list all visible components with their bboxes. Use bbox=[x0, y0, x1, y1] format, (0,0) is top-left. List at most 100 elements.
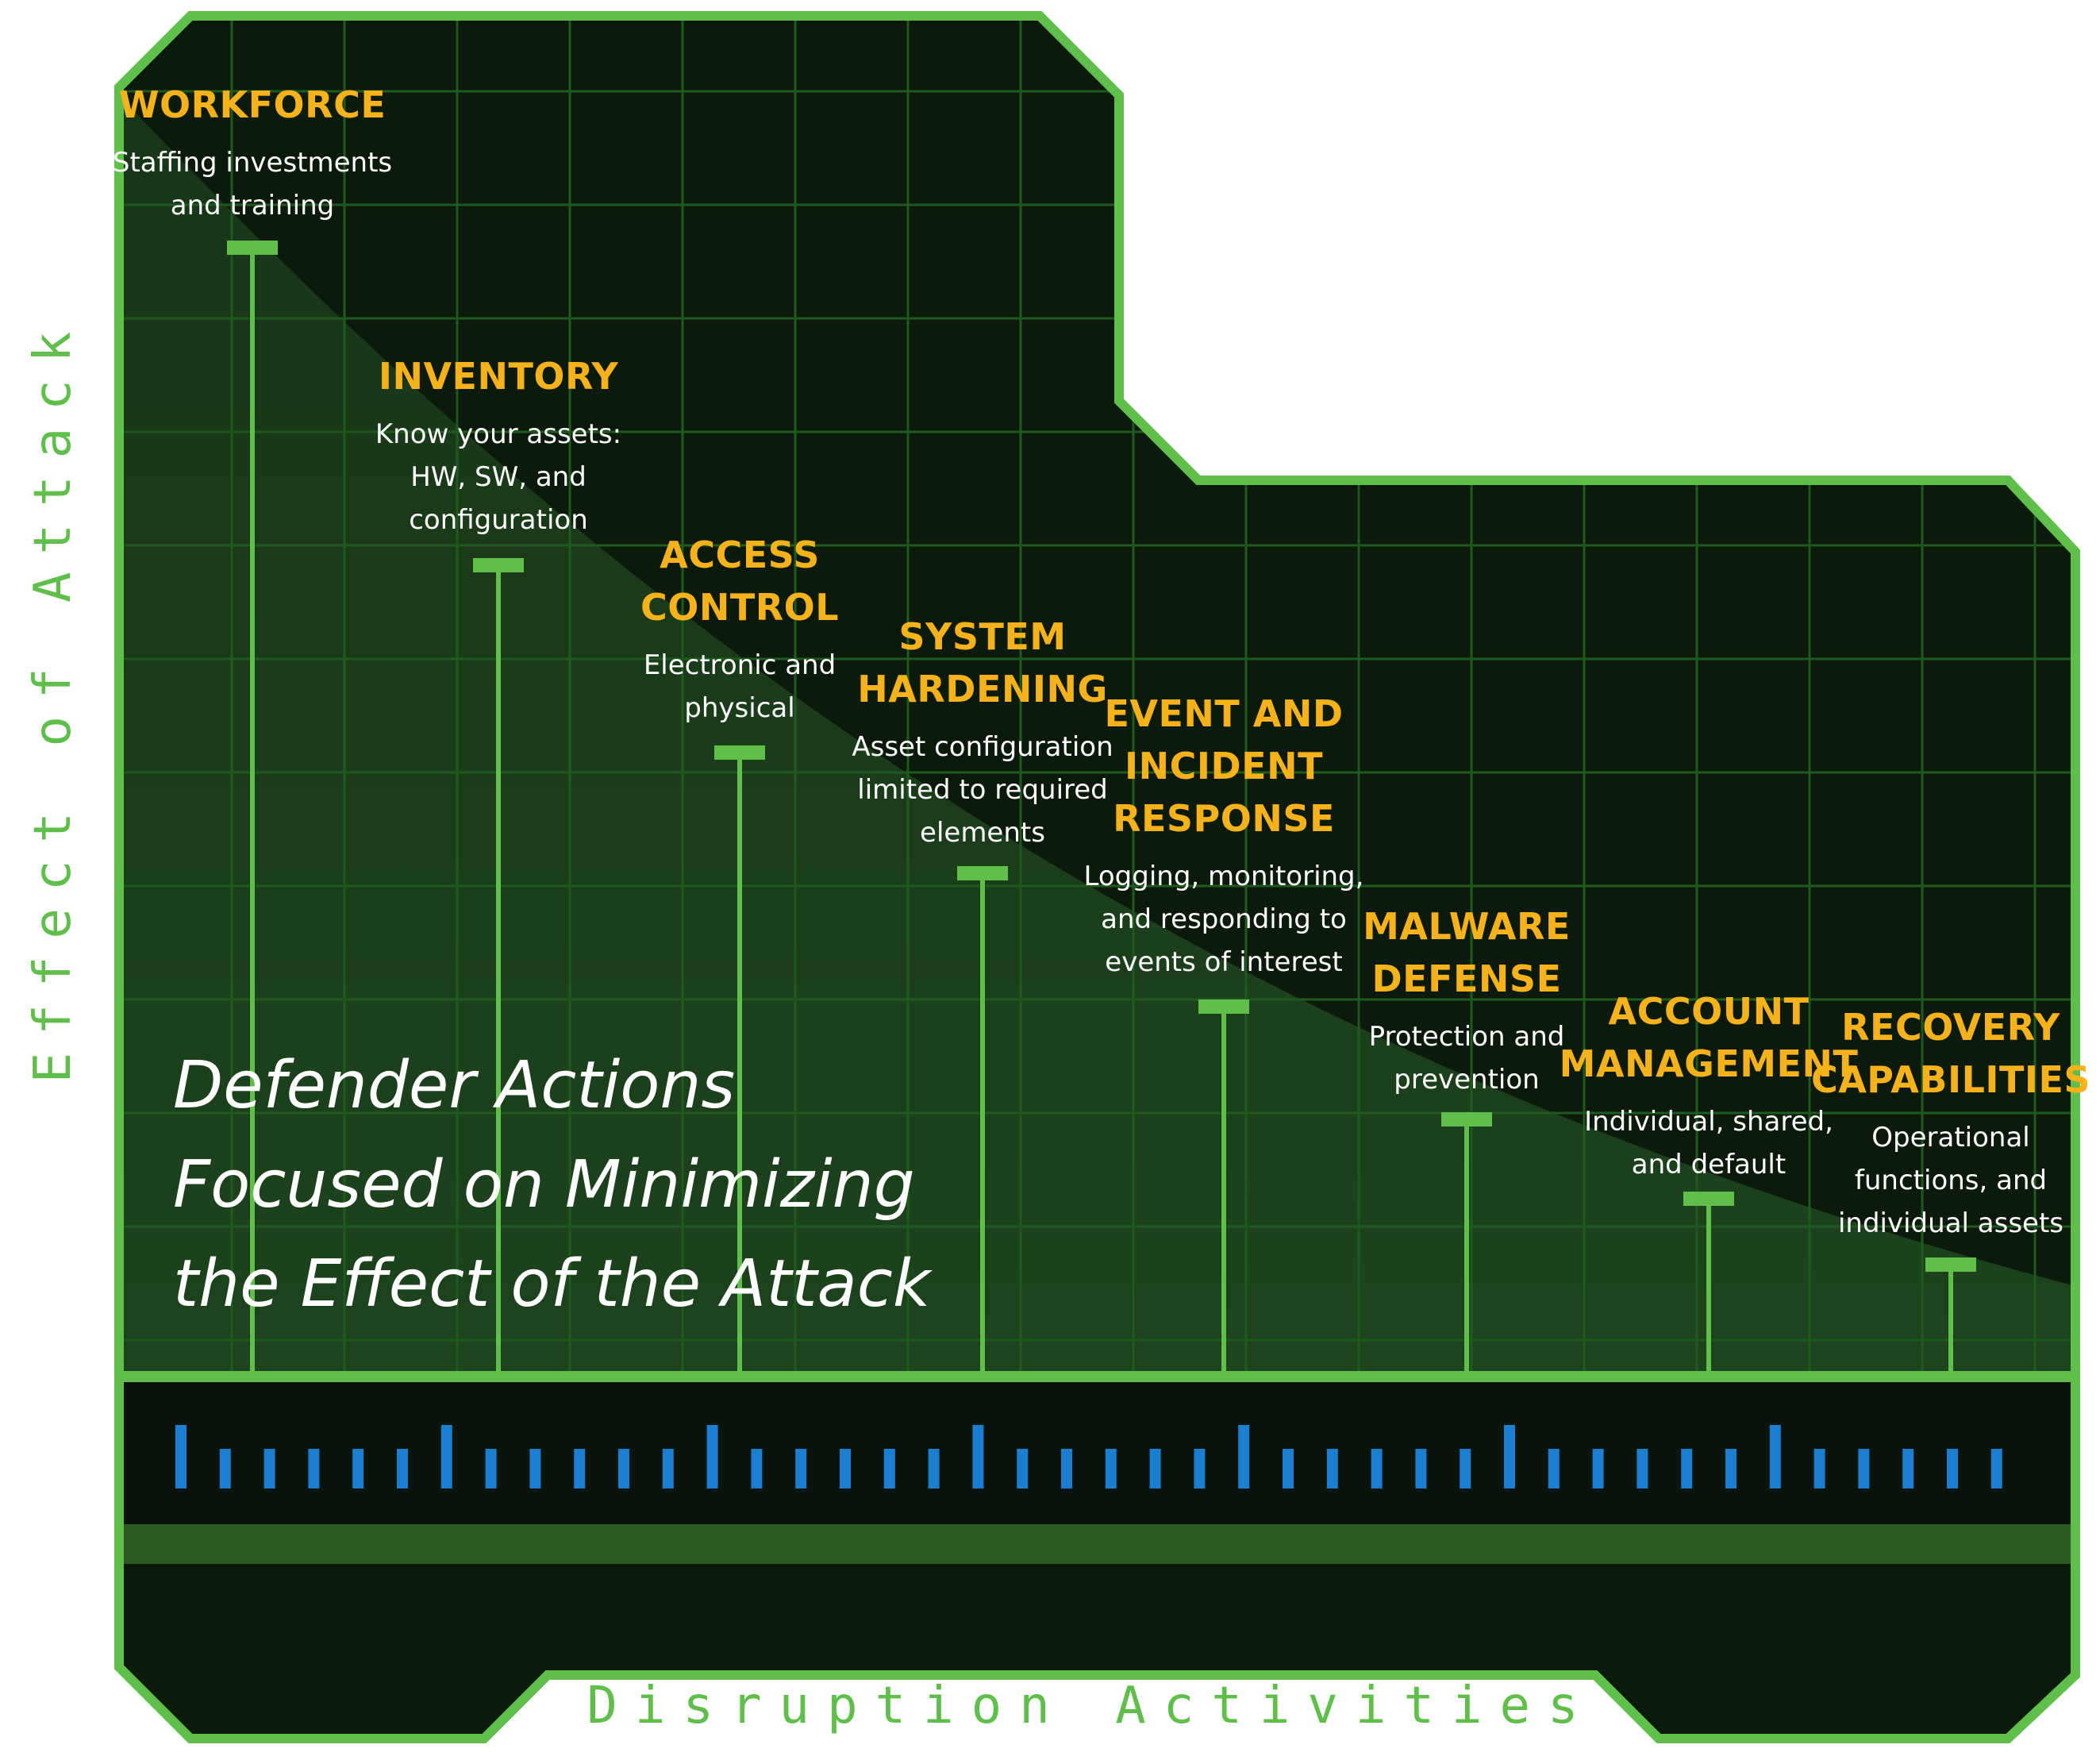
action-description: Staffing investments bbox=[113, 147, 392, 179]
timeline-tick-minor bbox=[1105, 1449, 1117, 1488]
action-description: functions, and bbox=[1855, 1165, 2047, 1196]
action-description: Individual, shared, bbox=[1584, 1106, 1833, 1138]
timeline-tick-minor bbox=[1637, 1449, 1648, 1488]
action-description: and responding to bbox=[1101, 903, 1347, 935]
timeline-tick-minor bbox=[751, 1449, 763, 1488]
timeline-tick-minor bbox=[1725, 1449, 1737, 1488]
timeline-tick-minor bbox=[1283, 1449, 1294, 1488]
action-heading: CONTROL bbox=[640, 586, 839, 629]
timeline-tick-major bbox=[1504, 1425, 1515, 1488]
action-description: Logging, monitoring, bbox=[1084, 861, 1364, 892]
action-stem-cap bbox=[1441, 1112, 1492, 1126]
timeline-tick-minor bbox=[1326, 1449, 1338, 1488]
action-heading: EVENT AND bbox=[1104, 692, 1343, 735]
timeline-tick-minor bbox=[1371, 1449, 1383, 1488]
timeline-tick-major bbox=[706, 1425, 718, 1488]
action-stem-cap bbox=[1925, 1257, 1976, 1272]
action-heading: INVENTORY bbox=[379, 355, 619, 398]
action-description: physical bbox=[684, 692, 794, 724]
timeline-tick-minor bbox=[529, 1449, 541, 1488]
timeline-tick-minor bbox=[1990, 1449, 2002, 1488]
action-stem-cap bbox=[714, 745, 765, 760]
timeline-tick-minor bbox=[219, 1449, 231, 1488]
timeline-tick-minor bbox=[1681, 1449, 1693, 1488]
action-stem-cap bbox=[1198, 999, 1249, 1014]
action-heading: HARDENING bbox=[857, 668, 1108, 711]
action-heading: RECOVERY bbox=[1841, 1006, 2060, 1049]
timeline-tick-minor bbox=[883, 1449, 895, 1488]
timeline-tick-minor bbox=[1548, 1449, 1560, 1488]
action-stem-cap bbox=[957, 866, 1008, 880]
timeline-tick-minor bbox=[795, 1449, 807, 1488]
timeline-tick-minor bbox=[1460, 1449, 1471, 1488]
action-description: prevention bbox=[1394, 1064, 1539, 1096]
action-heading: MANAGEMENT bbox=[1560, 1042, 1859, 1085]
baseline bbox=[119, 1371, 2075, 1382]
timeline-tick-minor bbox=[1592, 1449, 1604, 1488]
action-description: configuration bbox=[409, 504, 588, 536]
action-description: and training bbox=[171, 190, 335, 221]
timeline-tick-minor bbox=[1017, 1449, 1029, 1488]
action-description: HW, SW, and bbox=[410, 461, 587, 493]
headline-line-3: the Effect of the Attack bbox=[173, 1246, 933, 1322]
timeline-tick-minor bbox=[618, 1449, 629, 1488]
action-stem-cap bbox=[473, 558, 524, 572]
timeline-ticks bbox=[175, 1425, 2002, 1488]
action-heading: DEFENSE bbox=[1371, 957, 1561, 1000]
action-description: Protection and bbox=[1369, 1021, 1565, 1053]
action-heading: RESPONSE bbox=[1113, 797, 1335, 840]
action-description: and default bbox=[1632, 1149, 1786, 1180]
timeline-tick-minor bbox=[397, 1449, 408, 1488]
action-stem-cap bbox=[227, 241, 278, 255]
action-description: Electronic and bbox=[644, 649, 836, 681]
timeline-tick-minor bbox=[1902, 1449, 1914, 1488]
effect-decay-curve bbox=[119, 95, 2075, 1377]
action-description: limited to required bbox=[857, 774, 1108, 806]
action-stem-cap bbox=[1683, 1192, 1734, 1206]
action-description: Asset configuration bbox=[852, 731, 1113, 763]
timeline-stripe bbox=[119, 1524, 2075, 1564]
action-heading: WORKFORCE bbox=[119, 83, 387, 126]
timeline-tick-minor bbox=[1194, 1449, 1206, 1488]
headline-line-1: Defender Actions bbox=[173, 1048, 735, 1123]
action-description: events of interest bbox=[1105, 946, 1342, 978]
timeline-tick-major bbox=[1238, 1425, 1250, 1488]
timeline-tick-minor bbox=[1061, 1449, 1072, 1488]
x-axis-label: Disruption Activities bbox=[587, 1677, 1595, 1735]
action-heading: ACCESS bbox=[660, 533, 820, 576]
action-heading: CAPABILITIES bbox=[1811, 1058, 2090, 1101]
action-description: Operational bbox=[1871, 1122, 2029, 1153]
timeline-tick-minor bbox=[485, 1449, 497, 1488]
action-heading: MALWARE bbox=[1363, 905, 1571, 948]
timeline-tick-minor bbox=[662, 1449, 674, 1488]
action-heading: ACCOUNT bbox=[1609, 990, 1810, 1033]
action-description: elements bbox=[920, 817, 1045, 849]
timeline-tick-minor bbox=[308, 1449, 320, 1488]
panel-border bbox=[114, 11, 2080, 1743]
timeline-tick-major bbox=[972, 1425, 984, 1488]
timeline-tick-minor bbox=[928, 1449, 940, 1488]
headline: Defender Actions Focused on Minimizing t… bbox=[173, 1048, 933, 1322]
timeline-band bbox=[119, 1381, 2075, 1524]
timeline-tick-minor bbox=[1813, 1449, 1825, 1488]
timeline-tick-major bbox=[175, 1425, 187, 1488]
timeline-tick-minor bbox=[1149, 1449, 1161, 1488]
timeline-tick-minor bbox=[574, 1449, 586, 1488]
action-heading: SYSTEM bbox=[898, 615, 1066, 658]
timeline-tick-minor bbox=[840, 1449, 851, 1488]
action-labels: WORKFORCE Staffing investments and trainin… bbox=[113, 83, 2090, 1239]
timeline-tick-minor bbox=[1415, 1449, 1427, 1488]
timeline-tick-major bbox=[440, 1425, 452, 1488]
timeline-tick-minor bbox=[352, 1449, 364, 1488]
timeline-tick-minor bbox=[1947, 1449, 1958, 1488]
headline-line-2: Focused on Minimizing bbox=[173, 1147, 915, 1223]
action-stems bbox=[227, 241, 1976, 1377]
timeline-tick-minor bbox=[1858, 1449, 1870, 1488]
action-heading: INCIDENT bbox=[1125, 745, 1323, 788]
action-description: individual assets bbox=[1838, 1207, 2063, 1239]
timeline-tick-major bbox=[1769, 1425, 1781, 1488]
y-axis-label: Effect of Attack bbox=[24, 314, 83, 1084]
action-description: Know your assets: bbox=[375, 418, 621, 450]
timeline-tick-minor bbox=[263, 1449, 275, 1488]
